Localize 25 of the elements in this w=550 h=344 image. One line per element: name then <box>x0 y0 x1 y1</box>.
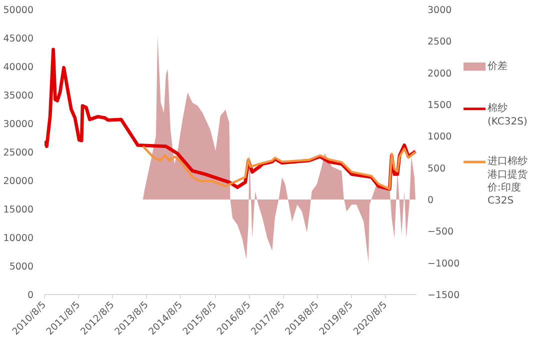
y-tick-label: 25000 <box>3 148 34 158</box>
y-tick-label: 0 <box>27 290 34 301</box>
y-tick-label: 45000 <box>3 34 34 44</box>
y-tick-label: 50000 <box>3 5 34 16</box>
y2-tick-label: 1000 <box>428 132 452 143</box>
y2-tick-label: 0 <box>428 195 434 206</box>
y2-tick-label: 500 <box>428 163 446 174</box>
y2-tick-label: −1000 <box>428 258 460 270</box>
y-tick-label: 20000 <box>3 176 34 187</box>
line-series <box>142 145 416 190</box>
y2-tick-label: 3000 <box>428 5 452 16</box>
y-tick-label: 5000 <box>9 262 34 272</box>
legend-label: 价差 <box>486 60 508 72</box>
y2-tick-label: 2500 <box>428 36 452 48</box>
y-tick-label: 30000 <box>3 119 34 130</box>
y-tick-label: 40000 <box>3 62 34 73</box>
legend-label: 进口棉纱港口提货价:印度C32S <box>486 155 528 207</box>
y-tick-label: 35000 <box>3 90 34 102</box>
y2-tick-label: −1500 <box>428 290 460 301</box>
y-tick-label: 10000 <box>3 233 34 244</box>
y2-tick-label: 1500 <box>428 100 452 111</box>
legend-label: 棉纱(KC32S) <box>488 102 528 128</box>
y-tick-label: 15000 <box>3 204 34 216</box>
y2-tick-label: −500 <box>428 226 454 238</box>
y2-tick-label: 2000 <box>428 68 452 80</box>
